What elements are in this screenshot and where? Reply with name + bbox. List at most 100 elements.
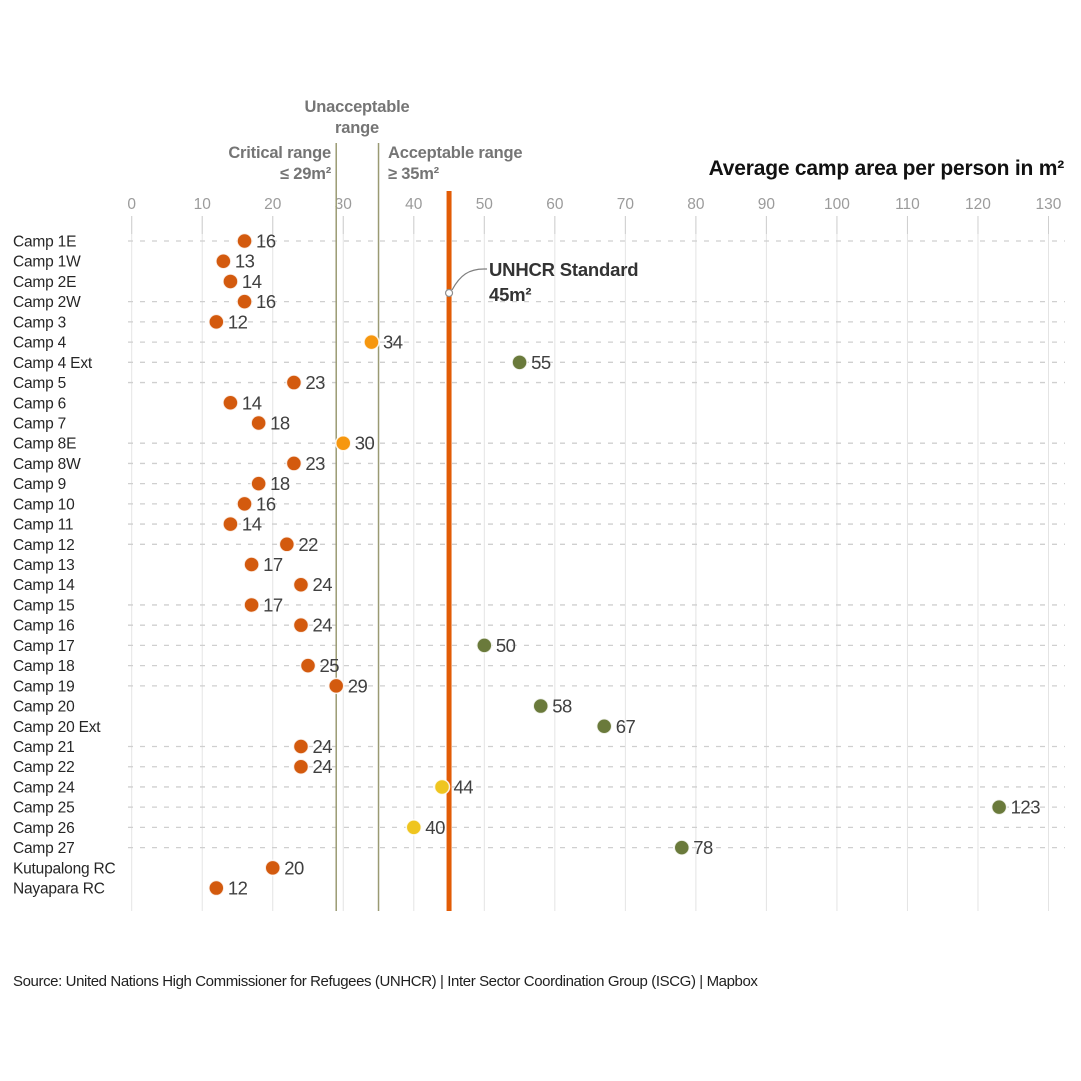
data-point-dot[interactable] [208,313,225,331]
camp-row-label: Camp 15 [13,597,75,614]
camp-row-label: Camp 20 [13,699,75,716]
camp-row-label: Camp 16 [13,618,75,635]
axis-tick-label: 90 [758,196,776,213]
axis-tick-label: 100 [824,196,850,213]
camp-row-label: Camp 13 [13,557,75,574]
axis-tick-label: 10 [194,196,212,213]
data-point-dot[interactable] [250,475,267,492]
unhcr-standard-callout-label: UNHCR Standard 45m² [489,259,639,305]
data-point-dot[interactable] [285,374,303,391]
camp-row-label: Camp 8E [13,436,76,453]
data-point-dot[interactable] [433,778,451,796]
callout-anchor-dot [444,288,454,298]
axis-tick-label: 0 [127,196,136,213]
data-point-value-label: 24 [312,756,332,777]
axis-tick-label: 80 [687,196,705,213]
camp-row-label: Camp 4 Ext [13,355,93,372]
data-point-dot[interactable] [292,738,310,755]
data-point-dot[interactable] [476,637,493,654]
critical-range-label: Critical range ≤ 29m² [228,144,331,183]
data-point-dot[interactable] [243,596,260,614]
data-point-dot[interactable] [278,536,296,553]
data-point-dot[interactable] [285,455,303,472]
camp-row-label: Camp 8W [13,456,81,473]
data-point-value-label: 14 [242,271,262,292]
camp-row-label: Nayapara RC [13,881,105,898]
data-point-dot[interactable] [236,495,253,513]
axis-tick-label: 130 [1036,196,1062,213]
data-point-dot[interactable] [292,758,310,775]
chart-title: Average camp area per person in m² [708,157,1065,180]
data-point-dot[interactable] [990,798,1008,816]
data-point-value-label: 78 [693,837,713,858]
camp-row-label: Camp 5 [13,375,66,392]
data-point-dot[interactable] [250,414,267,432]
data-point-dot[interactable] [292,616,310,634]
data-point-value-label: 40 [425,817,445,838]
data-point-dot[interactable] [208,879,225,897]
source-attribution: Source: United Nations High Commissioner… [13,973,758,990]
data-point-dot[interactable] [264,859,281,877]
camp-row-label: Camp 9 [13,476,66,493]
data-point-dot[interactable] [327,677,345,695]
axis-tick-label: 120 [965,196,991,213]
camp-row-label: Kutupalong RC [13,860,116,877]
data-point-value-label: 34 [383,332,403,353]
camp-row-label: Camp 12 [13,537,75,554]
data-point-value-label: 23 [305,372,325,393]
data-point-dot[interactable] [299,657,317,674]
axis-tick-label: 60 [546,196,564,213]
camp-row-label: Camp 26 [13,820,75,837]
camp-row-label: Camp 3 [13,314,66,331]
camp-row-label: Camp 14 [13,577,75,594]
camp-row-label: Camp 10 [13,496,75,513]
data-point-value-label: 12 [228,311,248,332]
camp-row-label: Camp 24 [13,779,75,796]
camp-row-label: Camp 1W [13,254,81,271]
axis-tick-label: 20 [264,196,282,213]
camp-row-label: Camp 2W [13,294,81,311]
data-point-value-label: 14 [242,514,262,535]
data-point-dot[interactable] [236,232,253,250]
data-point-value-label: 123 [1011,797,1041,818]
data-point-value-label: 14 [242,392,262,413]
camp-row-label: Camp 4 [13,335,67,352]
axis-tick-label: 70 [617,196,635,213]
data-point-value-label: 16 [256,493,276,514]
data-point-dot[interactable] [222,394,239,412]
data-point-value-label: 29 [348,675,368,696]
data-point-dot[interactable] [511,354,528,371]
camp-row-label: Camp 6 [13,395,66,412]
axis-tick-label: 110 [895,196,920,213]
data-point-dot[interactable] [215,252,232,270]
axis-tick-label: 30 [335,196,353,213]
data-point-dot[interactable] [363,333,380,351]
camp-row-label: Camp 1E [13,234,76,251]
camp-row-label: Camp 21 [13,739,75,756]
axis-tick-label: 40 [405,196,423,213]
data-point-dot[interactable] [236,293,253,310]
data-point-value-label: 30 [355,433,375,454]
data-point-value-label: 55 [531,352,551,373]
data-point-dot[interactable] [673,839,691,856]
data-point-value-label: 25 [320,655,340,676]
camp-row-label: Camp 25 [13,800,75,817]
data-point-dot[interactable] [405,819,423,836]
axis-tick-label: 50 [476,196,494,213]
data-point-dot[interactable] [532,697,549,715]
data-point-value-label: 16 [256,231,276,252]
data-point-dot[interactable] [292,576,310,593]
data-point-dot[interactable] [222,273,239,290]
data-point-dot[interactable] [222,515,239,533]
data-point-value-label: 50 [496,635,516,656]
unacceptable-range-label: Unacceptable range [304,98,410,137]
data-point-value-label: 24 [312,615,332,636]
camp-row-label: Camp 2E [13,274,76,291]
data-point-dot[interactable] [595,718,613,735]
data-point-value-label: 18 [270,412,290,433]
data-point-dot[interactable] [243,556,260,573]
data-point-dot[interactable] [335,434,352,452]
camp-row-label: Camp 17 [13,638,75,655]
callout-curve [451,268,488,291]
